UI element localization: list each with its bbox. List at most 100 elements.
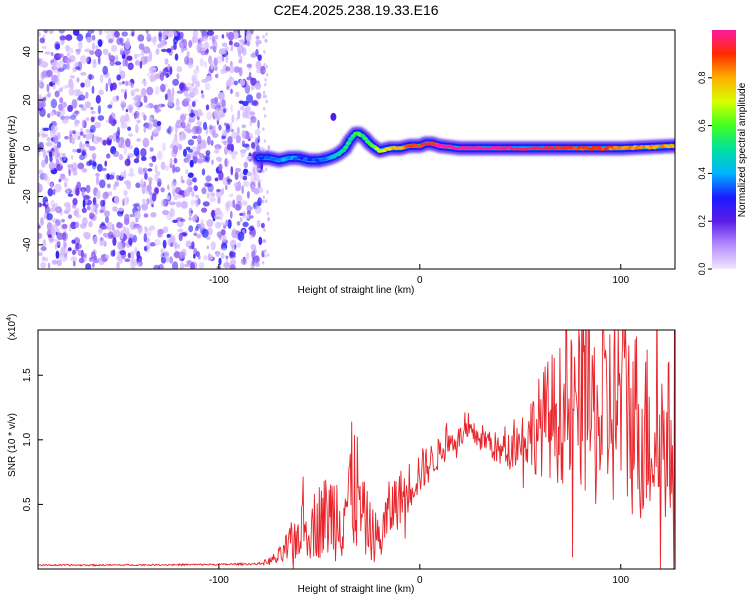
noise-speckle <box>223 122 227 126</box>
noise-speckle <box>101 240 106 246</box>
noise-speckle <box>236 242 242 248</box>
noise-speckle <box>94 203 99 209</box>
noise-speckle <box>217 92 225 100</box>
noise-speckle <box>113 227 116 238</box>
noise-speckle <box>61 218 65 223</box>
noise-speckle <box>41 45 47 50</box>
noise-speckle <box>99 179 106 189</box>
noise-speckle <box>206 74 213 82</box>
noise-speckle <box>165 73 169 79</box>
noise-speckle <box>241 124 246 129</box>
noise-speckle <box>104 254 110 259</box>
noise-speckle <box>144 104 151 109</box>
noise-speckle <box>86 56 92 65</box>
noise-speckle <box>201 78 209 83</box>
noise-speckle <box>238 59 243 64</box>
noise-speckle <box>237 231 245 242</box>
snr-y-tick-label: 0.5 <box>22 497 33 511</box>
noise-speckle <box>67 52 70 57</box>
noise-speckle <box>205 156 209 161</box>
noise-speckle <box>140 80 146 84</box>
noise-speckle <box>70 256 78 262</box>
noise-speckle <box>101 254 104 259</box>
noise-speckle <box>218 170 224 181</box>
noise-speckle <box>192 68 200 74</box>
noise-speckle <box>41 101 46 108</box>
noise-speckle <box>167 125 172 135</box>
noise-speckle <box>124 158 131 167</box>
noise-speckle <box>46 213 53 221</box>
noise-speckle <box>65 44 70 53</box>
noise-speckle <box>238 100 244 104</box>
noise-speckle <box>71 99 78 109</box>
ridge-core-sample <box>343 145 349 149</box>
noise-speckle <box>236 221 241 226</box>
noise-speckle <box>172 219 179 223</box>
noise-speckle <box>210 100 218 110</box>
noise-speckle <box>40 262 47 269</box>
noise-speckle <box>167 93 174 103</box>
noise-speckle <box>191 177 197 183</box>
noise-speckle <box>38 94 42 101</box>
noise-speckle <box>72 198 78 206</box>
noise-speckle <box>211 159 214 165</box>
noise-speckle <box>167 184 170 191</box>
noise-speckle <box>255 42 259 48</box>
noise-speckle <box>226 85 230 91</box>
noise-speckle <box>233 42 240 48</box>
noise-speckle <box>154 73 162 79</box>
noise-speckle <box>235 201 243 211</box>
noise-speckle <box>54 202 58 208</box>
noise-speckle <box>119 250 126 256</box>
noise-speckle <box>78 94 86 101</box>
noise-speckle <box>206 219 214 228</box>
noise-speckle <box>107 77 112 87</box>
noise-speckle <box>160 199 167 207</box>
noise-speckle <box>45 201 49 206</box>
noise-speckle <box>241 129 247 139</box>
noise-speckle <box>73 237 81 246</box>
noise-speckle <box>169 208 175 218</box>
noise-speckle <box>146 242 151 249</box>
noise-speckle <box>118 140 122 148</box>
noise-speckle <box>75 61 79 67</box>
noise-speckle <box>136 138 141 142</box>
noise-speckle <box>196 121 202 127</box>
noise-speckle <box>262 250 266 254</box>
noise-speckle <box>235 134 241 144</box>
noise-speckle <box>111 44 118 52</box>
noise-speckle <box>174 132 178 141</box>
noise-speckle <box>185 82 193 89</box>
ridge-core-sample <box>350 134 356 138</box>
noise-speckle <box>91 42 96 51</box>
noise-speckle <box>50 98 58 109</box>
noise-speckle <box>38 225 42 229</box>
noise-speckle <box>191 241 195 250</box>
noise-speckle <box>179 135 184 142</box>
noise-speckle <box>146 86 154 96</box>
noise-speckle <box>72 130 76 135</box>
noise-speckle <box>267 216 270 221</box>
colorbar-label: Normalized spectral amplitude <box>737 82 748 217</box>
noise-speckle <box>38 31 41 37</box>
noise-speckle <box>78 40 83 50</box>
noise-speckle <box>251 257 255 266</box>
noise-speckle <box>88 73 92 81</box>
noise-speckle <box>205 175 212 182</box>
noise-speckle <box>86 160 92 167</box>
noise-speckle <box>250 244 257 251</box>
noise-speckle <box>172 78 180 86</box>
noise-speckle <box>210 241 216 251</box>
noise-speckle <box>67 247 72 252</box>
noise-speckle <box>108 52 111 58</box>
noise-speckle <box>140 183 144 189</box>
noise-speckle <box>117 207 124 212</box>
noise-speckle <box>202 35 208 42</box>
noise-speckle <box>142 198 146 204</box>
noise-speckle <box>78 104 84 108</box>
noise-speckle <box>179 262 185 269</box>
noise-speckle <box>146 33 152 43</box>
noise-speckle <box>214 35 219 40</box>
noise-speckle <box>225 200 233 208</box>
noise-speckle <box>187 172 194 178</box>
